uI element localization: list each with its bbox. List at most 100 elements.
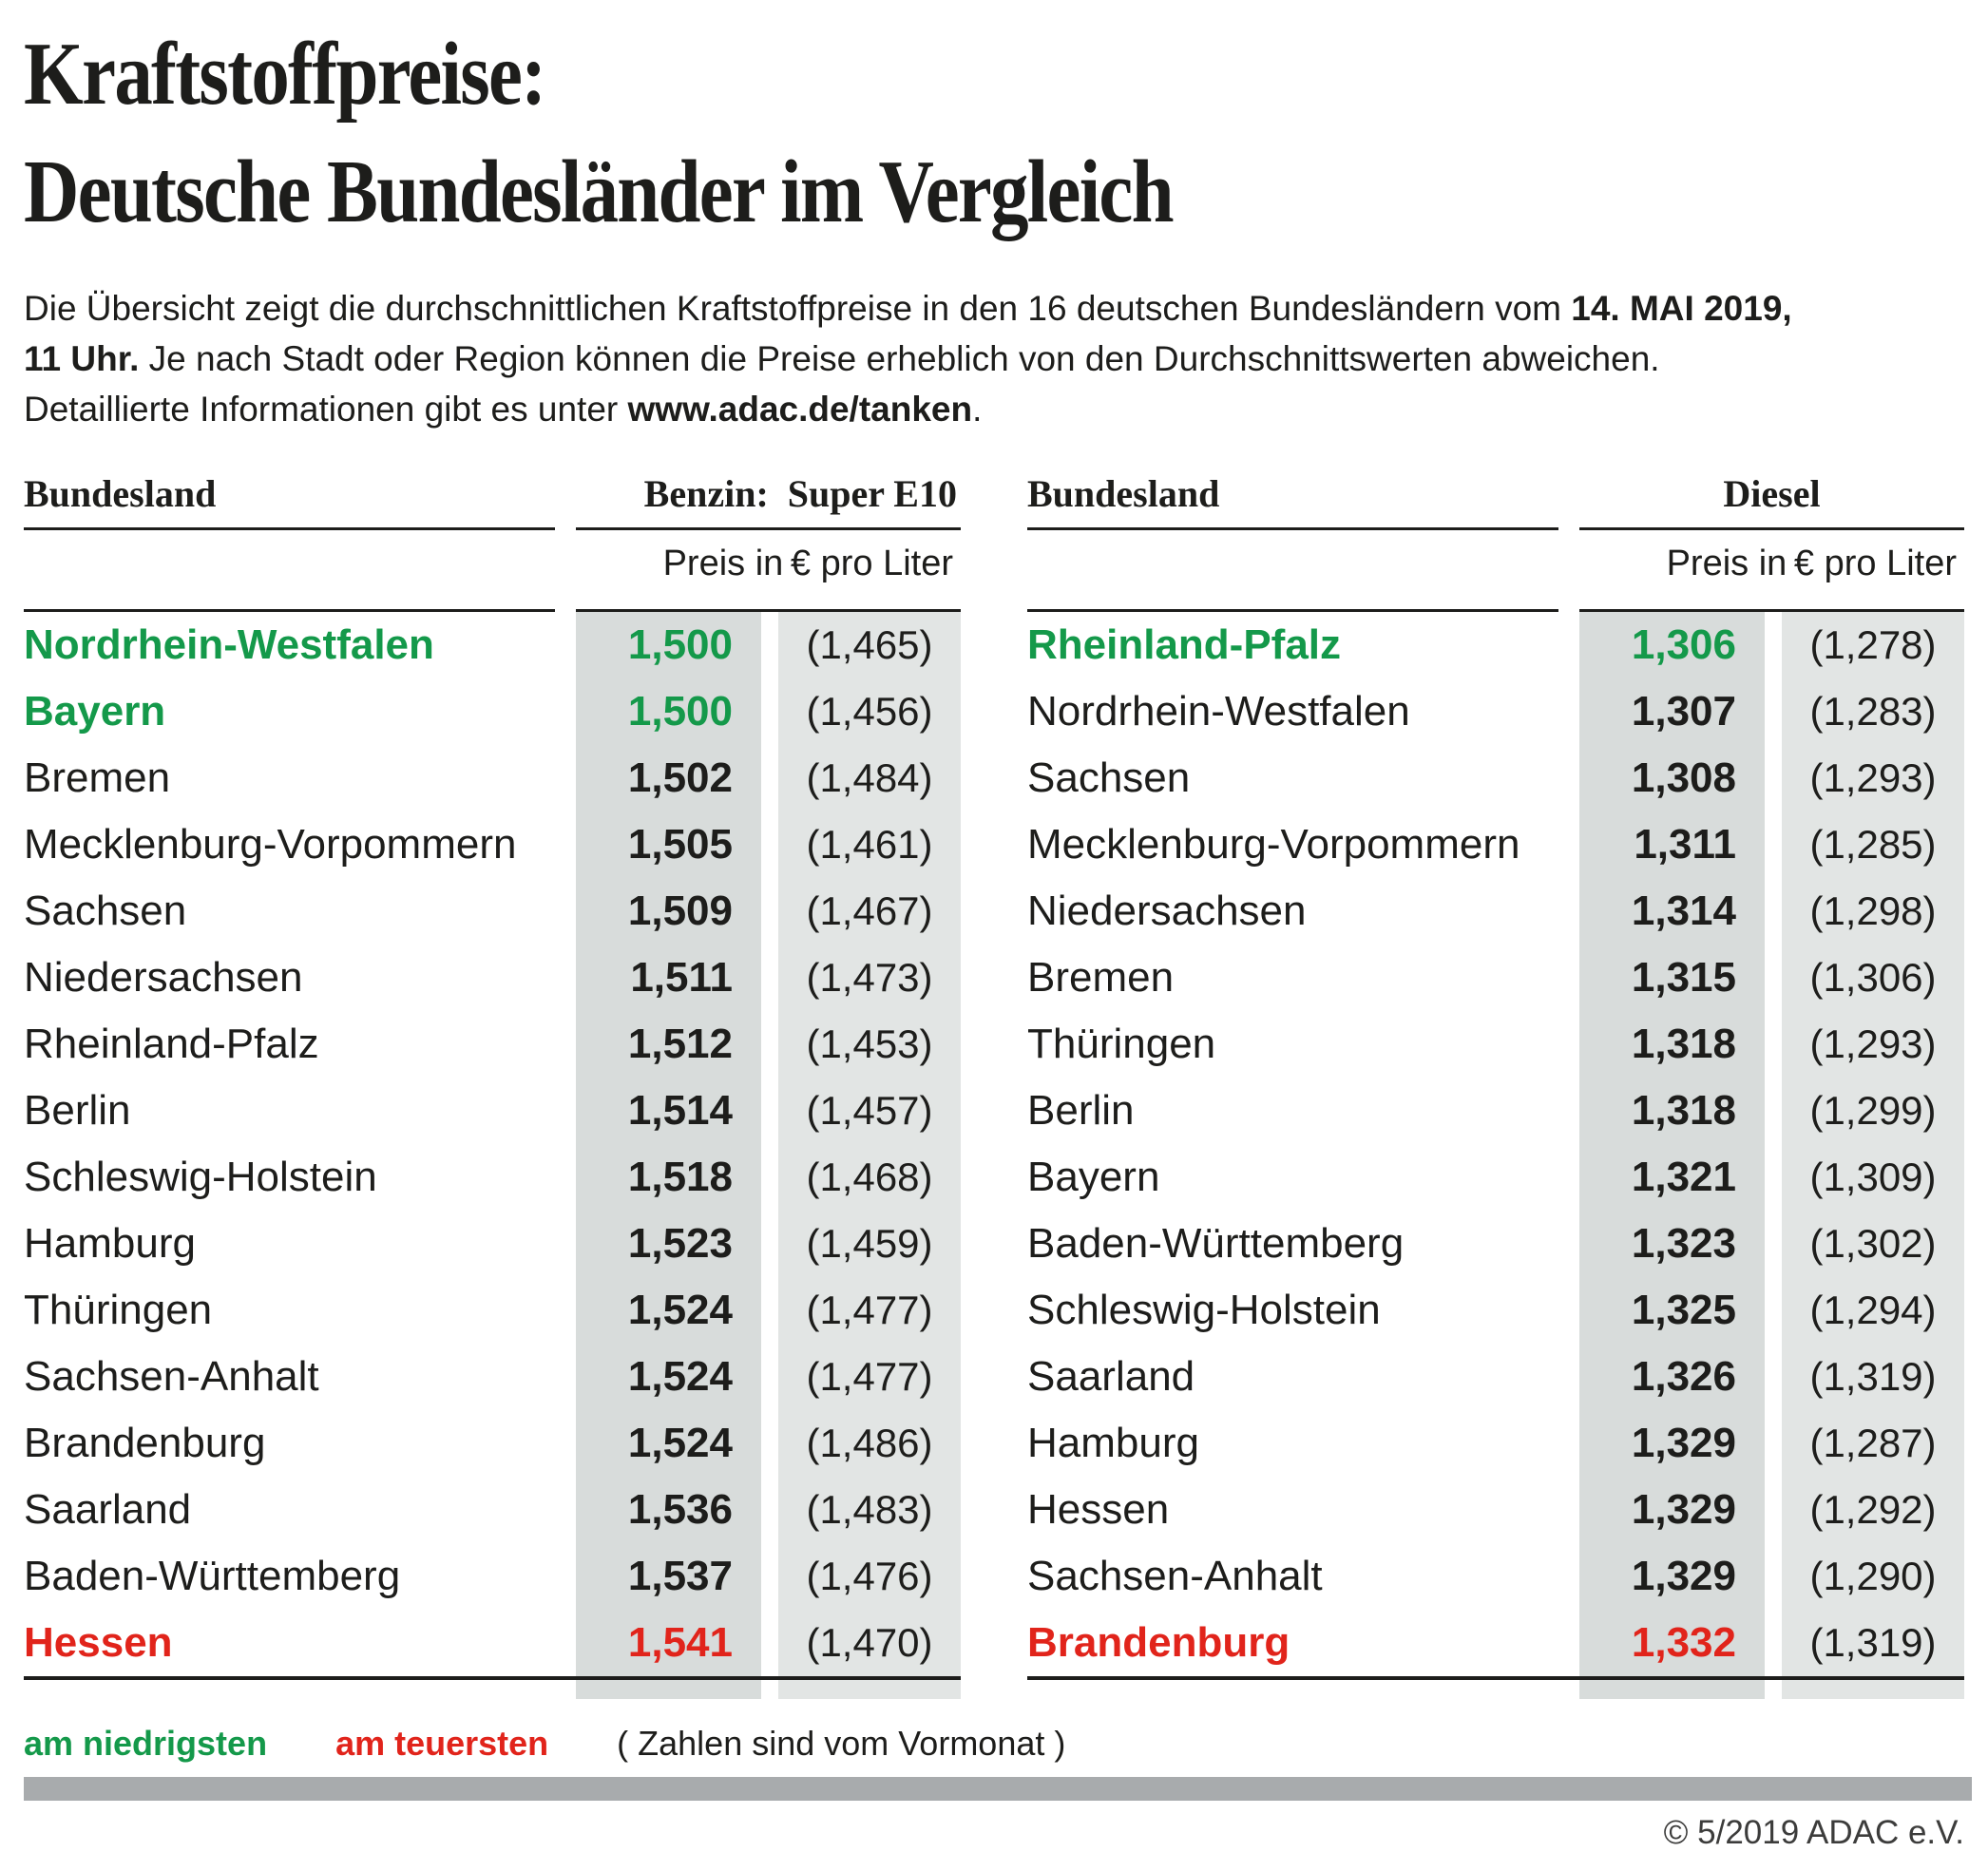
table-row: Niedersachsen 1,314 (1,298) <box>1027 878 1964 945</box>
price-previous: (1,465) <box>778 612 961 678</box>
price-previous: (1,285) <box>1782 811 1964 878</box>
price-previous: (1,306) <box>1782 945 1964 1011</box>
state-name: Mecklenburg-Vorpommern <box>24 821 517 868</box>
price-current: 1,329 <box>1579 1477 1765 1543</box>
state-name: Thüringen <box>24 1287 213 1333</box>
table-row: Hamburg 1,523 (1,459) <box>24 1211 961 1277</box>
price-current: 1,502 <box>576 745 761 811</box>
band-gap <box>1765 1011 1782 1078</box>
rule-segment <box>24 609 555 612</box>
rule-gap <box>555 527 576 530</box>
price-current: 1,321 <box>1579 1144 1765 1211</box>
band-gap <box>761 612 778 678</box>
rule-segment <box>1027 609 1558 612</box>
intro-regular-text: Die Übersicht zeigt die durchschnittlich… <box>24 289 1572 328</box>
price-current: 1,325 <box>1579 1277 1765 1344</box>
state-name: Sachsen <box>24 888 187 934</box>
benzin-table-body: Nordrhein-Westfalen 1,500 (1,465) Bayern 1,5… <box>24 612 961 1676</box>
table-row: Baden-Württemberg 1,537 (1,476) <box>24 1543 961 1610</box>
state-name: Berlin <box>1027 1087 1135 1134</box>
benzin-table: Bundesland Benzin: Super E10 Preis in € … <box>24 472 961 1699</box>
table-row: Baden-Württemberg 1,323 (1,302) <box>1027 1211 1964 1277</box>
price-current: 1,318 <box>1579 1011 1765 1078</box>
price-current: 1,329 <box>1579 1410 1765 1477</box>
price-current: 1,518 <box>576 1144 761 1211</box>
state-name: Hessen <box>1027 1486 1170 1533</box>
table-row: Rheinland-Pfalz 1,306 (1,278) <box>1027 612 1964 678</box>
band1-overhang <box>1579 1680 1765 1699</box>
band-gap <box>761 1011 778 1078</box>
table-row: Hessen 1,541 (1,470) <box>24 1610 961 1676</box>
price-previous: (1,470) <box>778 1610 961 1676</box>
price-current: 1,326 <box>1579 1344 1765 1410</box>
price-previous: (1,484) <box>778 745 961 811</box>
band-gap <box>761 1610 778 1676</box>
intro-line: 11 Uhr. Je nach Stadt oder Region können… <box>24 334 1964 384</box>
price-current: 1,505 <box>576 811 761 878</box>
price-previous: (1,287) <box>1782 1410 1964 1477</box>
table-row: Thüringen 1,318 (1,293) <box>1027 1011 1964 1078</box>
intro-line: Detaillierte Informationen gibt es unter… <box>24 384 1964 434</box>
state-name: Mecklenburg-Vorpommern <box>1027 821 1520 868</box>
table-bottom-rule <box>24 1676 961 1680</box>
band-gap <box>1765 678 1782 745</box>
state-name: Rheinland-Pfalz <box>24 1021 319 1067</box>
price-previous: (1,477) <box>778 1344 961 1410</box>
title-line-1: Kraftstoffpreise: <box>24 25 546 124</box>
price-current: 1,536 <box>576 1477 761 1543</box>
price-previous: (1,453) <box>778 1011 961 1078</box>
price-current: 1,523 <box>576 1211 761 1277</box>
band-gap <box>761 1680 778 1699</box>
table-row: Sachsen 1,308 (1,293) <box>1027 745 1964 811</box>
price-previous: (1,292) <box>1782 1477 1964 1543</box>
table-row: Bremen 1,502 (1,484) <box>24 745 961 811</box>
state-name: Bayern <box>1027 1154 1160 1200</box>
price-current: 1,514 <box>576 1078 761 1144</box>
intro-regular-text: Detaillierte Informationen gibt es unter <box>24 390 628 429</box>
price-previous: (1,319) <box>1782 1344 1964 1410</box>
price-current: 1,314 <box>1579 878 1765 945</box>
state-name: Brandenburg <box>1027 1619 1290 1666</box>
table-row: Mecklenburg-Vorpommern 1,505 (1,461) <box>24 811 961 878</box>
price-previous: (1,298) <box>1782 878 1964 945</box>
table-row: Schleswig-Holstein 1,325 (1,294) <box>1027 1277 1964 1344</box>
price-current: 1,512 <box>576 1011 761 1078</box>
state-name: Nordrhein-Westfalen <box>24 621 434 668</box>
price-previous: (1,473) <box>778 945 961 1011</box>
price-unit-label: Preis in € pro Liter <box>1666 544 1957 583</box>
price-current: 1,332 <box>1579 1610 1765 1676</box>
band-gap <box>761 1344 778 1410</box>
price-previous: (1,477) <box>778 1277 961 1344</box>
title-line-2: Deutsche Bundesländer im Vergleich <box>24 143 1175 241</box>
table-row: Nordrhein-Westfalen 1,307 (1,283) <box>1027 678 1964 745</box>
band-gap <box>761 1477 778 1543</box>
state-name: Hessen <box>24 1619 173 1666</box>
band-gap <box>761 745 778 811</box>
table-row: Mecklenburg-Vorpommern 1,311 (1,285) <box>1027 811 1964 878</box>
state-name: Sachsen-Anhalt <box>1027 1553 1323 1599</box>
state-name: Bayern <box>24 688 166 735</box>
price-previous: (1,467) <box>778 878 961 945</box>
column-header-diesel: Diesel <box>1723 472 1821 515</box>
price-previous: (1,302) <box>1782 1211 1964 1277</box>
state-name: Niedersachsen <box>1027 888 1307 934</box>
band-gap <box>761 878 778 945</box>
band-gap <box>1765 1144 1782 1211</box>
price-previous: (1,293) <box>1782 1011 1964 1078</box>
band2-overhang <box>1782 1680 1964 1699</box>
state-name: Schleswig-Holstein <box>24 1154 377 1200</box>
band-gap <box>1765 1680 1782 1699</box>
rule-segment <box>1579 609 1964 612</box>
overhang-spacer <box>1027 1680 1579 1699</box>
table-row: Berlin 1,318 (1,299) <box>1027 1078 1964 1144</box>
band-gap <box>1765 878 1782 945</box>
state-name: Saarland <box>24 1486 192 1533</box>
state-name: Hamburg <box>24 1220 196 1267</box>
price-current: 1,541 <box>576 1610 761 1676</box>
table-row: Sachsen 1,509 (1,467) <box>24 878 961 945</box>
price-previous: (1,319) <box>1782 1610 1964 1676</box>
band-gap <box>1765 945 1782 1011</box>
overhang-spacer <box>24 1680 576 1699</box>
band-overhang <box>24 1680 961 1699</box>
intro-regular-text: . <box>972 390 983 429</box>
